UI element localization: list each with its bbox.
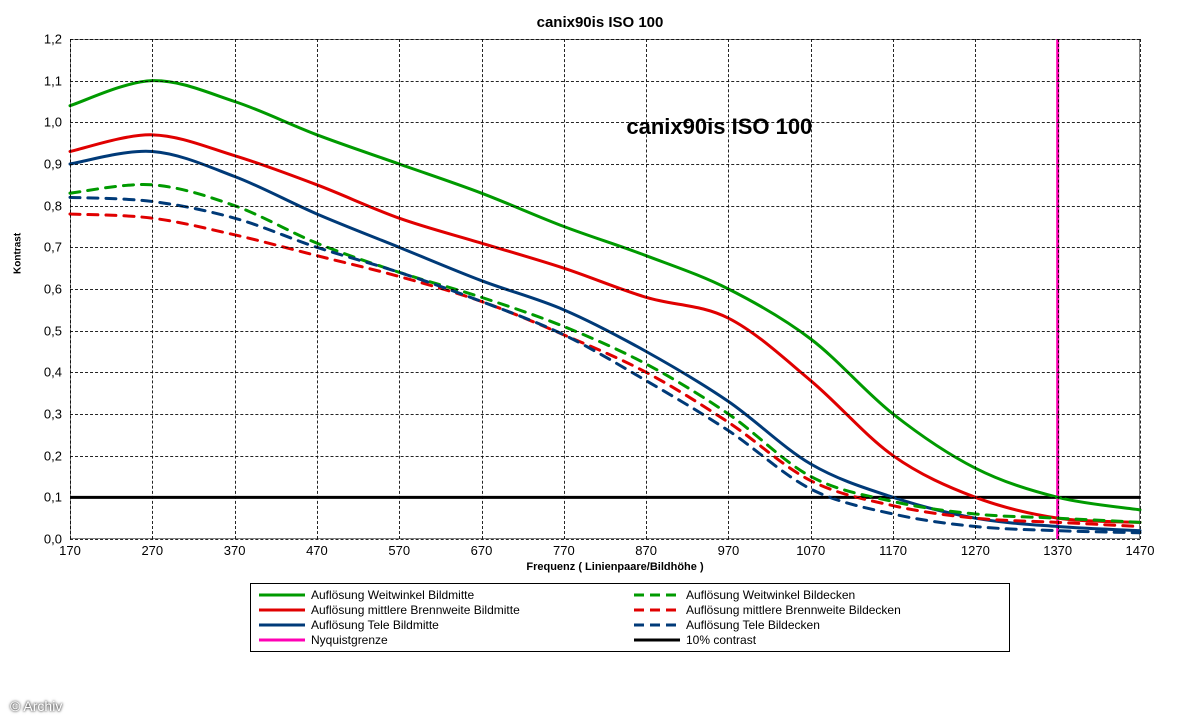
y-axis-label: Kontrast [13,233,24,274]
legend-item: Auflösung mittlere Brennweite Bildecken [634,603,1001,617]
x-axis-label: Frequenz ( Linienpaare/Bildhöhe ) [526,561,703,573]
legend-label: 10% contrast [686,633,756,647]
grid-line-v [152,39,153,539]
legend-swatch [634,588,680,602]
x-tick-label: 570 [388,543,410,558]
grid-line-h [70,539,1140,540]
grid-line-h [70,331,1140,332]
grid-line-v [235,39,236,539]
legend-label: Auflösung Weitwinkel Bildmitte [311,588,474,602]
y-tick-label: 0,0 [32,532,62,547]
x-tick-label: 1070 [796,543,825,558]
legend-label: Auflösung mittlere Brennweite Bildmitte [311,603,520,617]
y-tick-label: 1,2 [32,32,62,47]
overlay-title: canix90is ISO 100 [626,114,812,140]
legend-label: Auflösung Tele Bildmitte [311,618,439,632]
grid-line-h [70,39,1140,40]
x-tick-label: 1170 [879,543,907,558]
series-line [70,214,1140,527]
x-tick-label: 1370 [1043,543,1072,558]
y-tick-label: 0,1 [32,490,62,505]
grid-line-h [70,372,1140,373]
grid-line-v [70,39,71,539]
x-tick-label: 870 [635,543,657,558]
legend-item: Auflösung Tele Bildmitte [259,618,626,632]
y-tick-label: 1,1 [32,73,62,88]
x-tick-label: 1270 [961,543,990,558]
y-tick-label: 0,9 [32,157,62,172]
grid-line-h [70,206,1140,207]
y-tick-label: 0,3 [32,407,62,422]
x-tick-label: 1470 [1126,543,1155,558]
legend-item: 10% contrast [634,633,1001,647]
grid-line-h [70,456,1140,457]
legend-item: Auflösung Weitwinkel Bildmitte [259,588,626,602]
legend-label: Auflösung mittlere Brennweite Bildecken [686,603,901,617]
y-tick-label: 0,5 [32,323,62,338]
series-line [70,81,1140,510]
grid-line-v [317,39,318,539]
legend-item: Nyquistgrenze [259,633,626,647]
x-tick-label: 270 [141,543,163,558]
legend-swatch [634,603,680,617]
grid-line-v [564,39,565,539]
legend-label: Auflösung Weitwinkel Bildecken [686,588,855,602]
x-tick-label: 470 [306,543,328,558]
chart-title: canix90is ISO 100 [0,0,1200,39]
grid-line-v [893,39,894,539]
y-tick-label: 0,6 [32,282,62,297]
y-tick-label: 0,7 [32,240,62,255]
credit-label: © Archiv [10,698,62,714]
x-tick-label: 170 [59,543,81,558]
legend-label: Nyquistgrenze [311,633,388,647]
grid-line-h [70,289,1140,290]
legend-swatch [259,588,305,602]
x-tick-label: 670 [471,543,493,558]
grid-line-h [70,414,1140,415]
legend-item: Auflösung mittlere Brennweite Bildmitte [259,603,626,617]
legend-swatch [634,633,680,647]
grid-line-h [70,247,1140,248]
grid-line-h [70,497,1140,498]
grid-line-v [1140,39,1141,539]
y-tick-label: 0,2 [32,448,62,463]
grid-line-h [70,81,1140,82]
grid-line-v [399,39,400,539]
x-tick-label: 370 [224,543,246,558]
y-tick-label: 0,8 [32,198,62,213]
grid-line-v [482,39,483,539]
grid-line-h [70,164,1140,165]
legend-swatch [259,633,305,647]
grid-line-h [70,122,1140,123]
y-tick-label: 1,0 [32,115,62,130]
legend: Auflösung Weitwinkel BildmitteAuflösung … [250,583,1010,652]
grid-line-v [728,39,729,539]
y-tick-label: 0,4 [32,365,62,380]
legend-item: Auflösung Weitwinkel Bildecken [634,588,1001,602]
legend-item: Auflösung Tele Bildecken [634,618,1001,632]
legend-swatch [259,603,305,617]
plot-area: canix90is ISO 100 1702703704705706707708… [70,39,1140,539]
x-tick-label: 770 [553,543,575,558]
series-line [70,151,1140,530]
grid-line-v [975,39,976,539]
legend-swatch [634,618,680,632]
x-tick-label: 970 [718,543,740,558]
legend-swatch [259,618,305,632]
legend-label: Auflösung Tele Bildecken [686,618,820,632]
grid-line-v [646,39,647,539]
chart-wrapper: Kontrast canix90is ISO 100 1702703704705… [70,39,1160,539]
grid-line-v [1058,39,1059,539]
grid-line-v [811,39,812,539]
